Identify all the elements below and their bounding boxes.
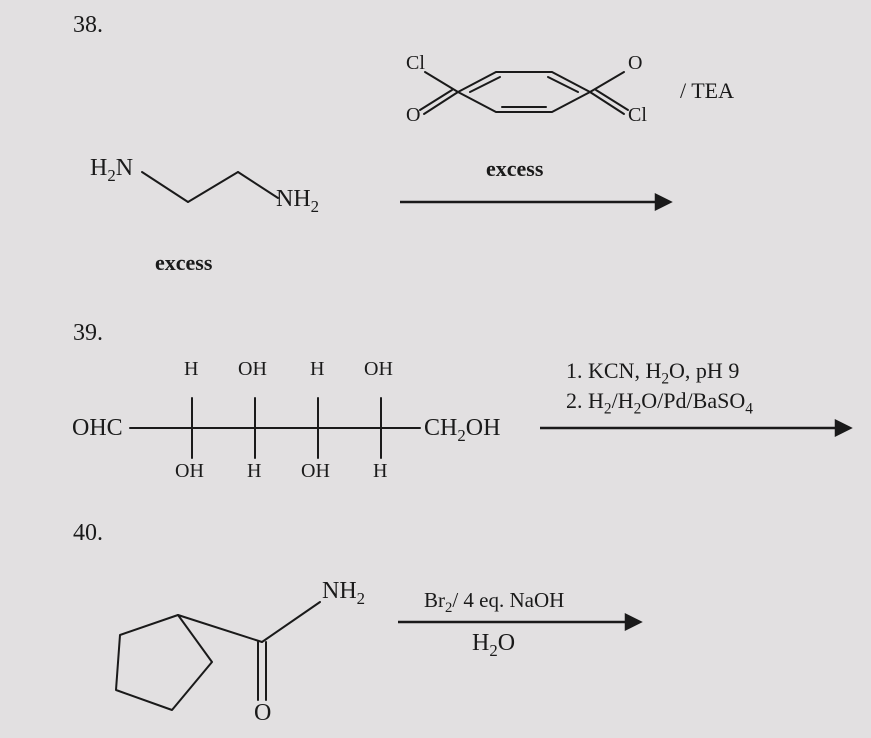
arrow-39 (0, 300, 871, 550)
arrow-38 (0, 0, 871, 300)
arrow-40 (0, 540, 871, 738)
page: 38. 39. 40. H2N NH2 excess (0, 0, 871, 738)
